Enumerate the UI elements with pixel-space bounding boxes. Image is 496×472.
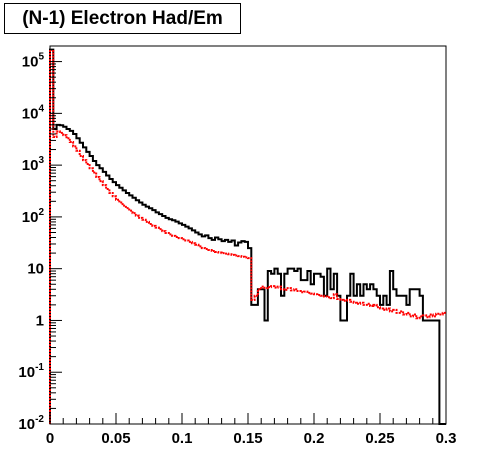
series-red-histogram (49, 50, 446, 424)
x-tick-label: 0 (46, 430, 54, 447)
plot-border (49, 45, 447, 425)
y-tick-label: 104 (22, 103, 45, 122)
y-axis: 10-2 10-1 1 10 102 103 104 105 (18, 52, 62, 433)
y-tick-label: 103 (22, 155, 45, 174)
x-tick-label: 0.25 (365, 430, 394, 447)
y-tick-label: 10-1 (18, 362, 44, 381)
y-tick-label: 10 (27, 261, 44, 278)
y-tick-label: 10-2 (18, 414, 44, 433)
x-tick-label: 0.15 (233, 430, 262, 447)
y-tick-label: 102 (22, 207, 45, 226)
y-tick-label: 105 (22, 52, 45, 71)
plot-frame (49, 45, 447, 425)
x-tick-label: 0.3 (436, 430, 457, 447)
series-layer (49, 48, 446, 425)
x-tick-label: 0.1 (172, 430, 193, 447)
chart-title: (N-1) Electron Had/Em (22, 7, 223, 29)
y-tick-label: 1 (36, 312, 44, 329)
x-tick-label: 0.05 (101, 430, 130, 447)
x-tick-label: 0.2 (304, 430, 325, 447)
x-axis: 0 0.05 0.1 0.15 0.2 0.25 0.3 (46, 413, 457, 447)
chart-title-box: (N-1) Electron Had/Em (4, 3, 241, 34)
series-black-histogram (49, 48, 446, 425)
